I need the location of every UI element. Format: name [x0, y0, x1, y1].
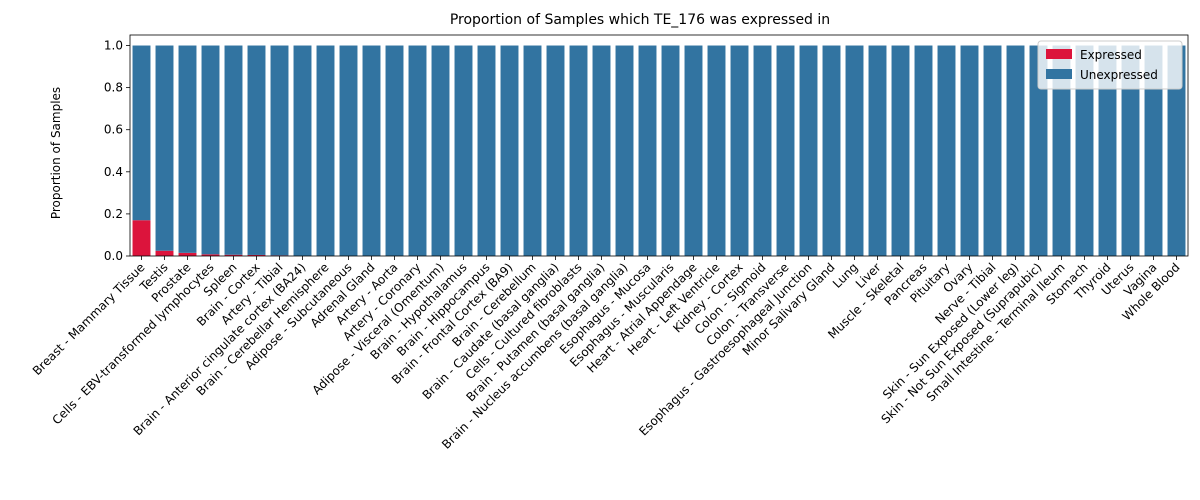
bar-unexpressed-40: [1052, 45, 1071, 256]
y-tick-label: 0.0: [104, 249, 123, 263]
bar-unexpressed-33: [891, 45, 910, 256]
bar-unexpressed-31: [845, 45, 864, 256]
bar-unexpressed-45: [1167, 45, 1186, 256]
y-axis-label: Proportion of Samples: [49, 87, 63, 219]
legend-box: [1037, 40, 1183, 90]
bar-unexpressed-44: [1144, 45, 1163, 256]
bar-unexpressed-41: [1075, 45, 1094, 256]
bar-unexpressed-14: [454, 45, 473, 256]
bar-unexpressed-11: [385, 45, 404, 256]
y-tick-label: 1.0: [104, 39, 123, 53]
bar-expressed-3: [201, 254, 220, 256]
bar-unexpressed-37: [983, 45, 1002, 256]
bar-unexpressed-42: [1098, 45, 1117, 256]
bar-unexpressed-32: [868, 45, 887, 256]
bar-expressed-0: [132, 220, 151, 256]
y-axis-ticks: 0.0 0.2 0.4 0.6 0.8 1.0: [104, 39, 130, 263]
bar-unexpressed-8: [316, 45, 335, 256]
bar-unexpressed-12: [408, 45, 427, 256]
y-tick-label: 0.2: [104, 207, 123, 221]
x-tick-label: Breast - Mammary Tissue: [30, 260, 148, 378]
bar-unexpressed-2: [178, 45, 197, 253]
bar-unexpressed-25: [707, 45, 726, 256]
bar-unexpressed-1: [155, 45, 174, 251]
y-tick-label: 0.6: [104, 123, 123, 137]
bar-unexpressed-19: [569, 45, 588, 256]
y-tick-label: 0.8: [104, 81, 123, 95]
bar-unexpressed-23: [661, 45, 680, 256]
bar-unexpressed-20: [592, 45, 611, 256]
bar-expressed-1: [155, 250, 174, 256]
bar-unexpressed-29: [799, 45, 818, 256]
bar-unexpressed-10: [362, 45, 381, 256]
bar-unexpressed-27: [753, 45, 772, 256]
bar-unexpressed-7: [293, 45, 312, 256]
bar-unexpressed-28: [776, 45, 795, 256]
legend-swatch-unexpressed: [1046, 69, 1072, 79]
bars: [132, 45, 1186, 256]
bar-unexpressed-43: [1121, 45, 1140, 256]
bar-unexpressed-0: [132, 45, 151, 221]
bar-unexpressed-35: [937, 45, 956, 256]
bar-unexpressed-34: [914, 45, 933, 256]
x-tick-label: Cells - EBV-transformed lymphocytes: [50, 260, 217, 427]
chart-title: Proportion of Samples which TE_176 was e…: [450, 12, 830, 28]
bar-unexpressed-24: [684, 45, 703, 256]
bar-unexpressed-22: [638, 45, 657, 256]
legend-swatch-expressed: [1046, 49, 1072, 59]
bar-unexpressed-36: [960, 45, 979, 256]
bar-unexpressed-15: [477, 45, 496, 256]
bar-unexpressed-4: [224, 45, 243, 255]
legend-label-expressed: Expressed: [1080, 48, 1142, 62]
bar-unexpressed-38: [1006, 45, 1025, 256]
bar-unexpressed-13: [431, 45, 450, 256]
bar-expressed-4: [224, 254, 243, 256]
bar-unexpressed-21: [615, 45, 634, 256]
bar-unexpressed-39: [1029, 45, 1048, 256]
bar-unexpressed-9: [339, 45, 358, 256]
bar-expressed-2: [178, 252, 197, 256]
bar-expressed-5: [247, 254, 266, 256]
bar-unexpressed-18: [546, 45, 565, 256]
bar-unexpressed-26: [730, 45, 749, 256]
bar-unexpressed-5: [247, 45, 266, 255]
bar-unexpressed-30: [822, 45, 841, 256]
bar-unexpressed-6: [270, 45, 289, 256]
x-axis-ticks: Breast - Mammary TissueTestisProstateCel…: [30, 256, 1183, 452]
plot-frame: [129, 34, 1189, 257]
bar-unexpressed-17: [523, 45, 542, 256]
y-tick-label: 0.4: [104, 165, 123, 179]
legend: Expressed Unexpressed: [1037, 40, 1183, 90]
bar-unexpressed-3: [201, 45, 220, 255]
bar-unexpressed-16: [500, 45, 519, 256]
legend-label-unexpressed: Unexpressed: [1080, 68, 1158, 82]
x-tick-label: Lung: [830, 260, 861, 291]
